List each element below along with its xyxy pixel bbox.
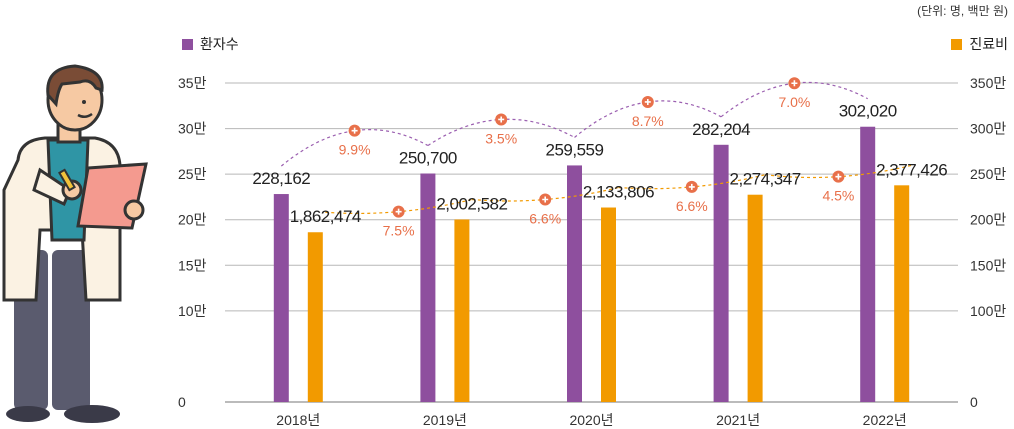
bars [273,126,910,403]
y-left-tick-label: 25만 [178,166,207,182]
y-right-tick-label: 300만 [970,121,1006,137]
plus-icon [542,196,549,203]
bar-cost [601,207,616,402]
plus-icon [644,98,651,105]
growth-label: 9.9% [339,142,371,158]
data-labels: 228,162 1,862,474 250,700 2,002,582 259,559 2… [252,102,947,227]
x-tick-label: 2022년 [863,412,907,428]
axes: 0 10만 15만 20만 25만 30만 35만 0 100만 150만 200만 250만 300만… [178,75,1006,428]
data-label-patients: 259,559 [546,140,604,159]
bar-patients [273,194,289,402]
plus-icon [791,80,798,87]
data-label-cost: 2,377,426 [876,160,947,179]
y-left-tick-label: 20만 [178,212,207,228]
y-right-tick-label: 0 [970,394,978,410]
x-tick-label: 2021년 [716,412,760,428]
data-label-cost: 2,274,347 [730,170,801,189]
data-label-cost: 2,133,806 [583,183,654,202]
x-tick-label: 2020년 [569,412,613,428]
x-tick-label: 2018년 [276,412,320,428]
bar-patients [567,165,582,402]
y-left-tick-label: 0 [178,394,186,410]
growth-label: 8.7% [632,113,664,129]
plus-icon [835,173,842,180]
bar-patients [713,144,729,403]
y-left-tick-label: 15만 [178,257,207,273]
data-label-patients: 302,020 [839,102,897,121]
bar-cost [454,219,470,402]
doctor-illustration [2,64,148,423]
y-right-tick-label: 100만 [970,303,1006,319]
legend-label-patients: 환자수 [200,36,239,52]
data-label-patients: 228,162 [252,169,310,188]
growth-annotations: 9.9% 3.5% 8.7% 7.0% 7.5% 6.6% 6.6% 4.5% [280,77,912,239]
patients-growth-arc [280,129,429,167]
bar-patients [860,126,876,402]
plus-icon [351,127,358,134]
y-left-tick-label: 35만 [178,75,207,91]
data-label-cost: 2,002,582 [436,194,507,213]
plus-icon [498,116,505,123]
growth-label: 4.5% [822,188,854,204]
legend-patients: 환자수 [182,34,239,54]
unit-note: (단위: 명, 백만 원) [917,4,1008,18]
plus-icon [688,183,695,190]
y-right-tick-label: 200만 [970,212,1006,228]
growth-label: 7.5% [383,223,415,239]
y-left-tick-label: 10만 [178,303,207,319]
legend-swatch-cost [951,38,963,50]
bar-cost [307,232,323,402]
legend-label-cost: 진료비 [969,36,1008,52]
growth-label: 3.5% [485,130,517,146]
plus-icon [395,208,402,215]
bar-patients [420,173,436,402]
data-label-patients: 250,700 [399,149,457,168]
y-right-tick-label: 350만 [970,75,1006,91]
growth-label: 6.6% [676,198,708,214]
patients-growth-arc [720,81,868,118]
bar-cost [747,194,763,402]
growth-label: 6.6% [529,211,561,227]
data-label-patients: 282,204 [692,120,750,139]
y-left-tick-label: 30만 [178,121,207,137]
legend-swatch-patients [182,38,193,50]
legend-cost: 진료비 [951,34,1008,54]
x-tick-label: 2019년 [423,412,467,428]
y-right-tick-label: 150만 [970,257,1006,273]
bar-cost [894,185,910,402]
gridlines [225,82,958,403]
growth-label: 7.0% [778,94,810,110]
y-right-tick-label: 250만 [970,166,1006,182]
data-label-cost: 1,862,474 [290,207,361,226]
patients-growth-arc [574,100,722,138]
